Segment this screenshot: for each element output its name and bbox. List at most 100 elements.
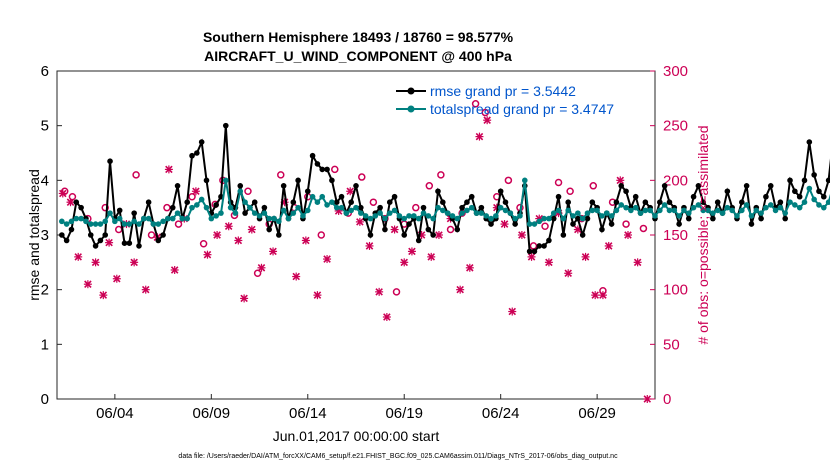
obs-assimilated-point bbox=[257, 263, 266, 272]
totalspread-point bbox=[468, 204, 475, 211]
totalspread-point bbox=[97, 221, 104, 227]
rmse-point bbox=[584, 215, 591, 222]
totalspread-point bbox=[102, 218, 109, 225]
obs-assimilated-point bbox=[382, 313, 391, 321]
rmse-point bbox=[68, 226, 75, 233]
totalspread-point bbox=[300, 213, 306, 219]
rmse-point bbox=[748, 221, 755, 227]
obs-assimilated-point bbox=[141, 285, 150, 294]
totalspread-point bbox=[613, 207, 620, 214]
obs-possible-point bbox=[639, 224, 648, 233]
rmse-point bbox=[420, 204, 427, 211]
totalspread-point bbox=[700, 207, 707, 214]
rmse-point bbox=[531, 248, 538, 255]
x-tick-label: 06/29 bbox=[578, 405, 616, 422]
obs-assimilated-point bbox=[83, 280, 92, 289]
totalspread-point bbox=[112, 218, 118, 225]
obs-assimilated-point bbox=[407, 247, 416, 256]
totalspread-point bbox=[734, 213, 740, 219]
rmse-point bbox=[787, 177, 793, 184]
totalspread-point bbox=[623, 204, 629, 211]
totalspread-point bbox=[227, 204, 234, 211]
rmse-point bbox=[560, 232, 567, 238]
obs-possible-point bbox=[132, 171, 140, 179]
rmse-point bbox=[825, 177, 830, 184]
totalspread-point bbox=[406, 213, 412, 219]
rmse-point bbox=[613, 199, 620, 205]
totalspread-point bbox=[493, 213, 499, 219]
rmse-point bbox=[73, 199, 80, 205]
totalspread-point bbox=[743, 202, 750, 208]
totalspread-point bbox=[820, 204, 827, 211]
y-axis-label-right: # of obs: o=possible; ×=assimilated bbox=[695, 125, 711, 344]
rmse-point bbox=[685, 215, 692, 222]
obs-assimilated-point bbox=[91, 258, 100, 267]
rmse-point bbox=[700, 199, 707, 205]
obs-assimilated-point bbox=[483, 116, 492, 125]
rmse-point bbox=[579, 232, 586, 238]
rmse-point bbox=[348, 199, 354, 205]
totalspread-point bbox=[362, 213, 369, 219]
rmse-point bbox=[570, 221, 576, 227]
y-left-tick-label: 6 bbox=[41, 63, 49, 80]
rmse-point bbox=[811, 172, 817, 178]
rmse-point bbox=[367, 232, 374, 238]
totalspread-point bbox=[449, 213, 456, 219]
obs-assimilated-point bbox=[323, 255, 332, 264]
totalspread-point bbox=[372, 213, 379, 219]
y-left-tick-label: 2 bbox=[41, 282, 49, 299]
totalspread-point bbox=[222, 177, 229, 184]
totalspread-point bbox=[304, 207, 311, 214]
obs-possible-point bbox=[622, 220, 630, 228]
obs-assimilated-point bbox=[475, 132, 484, 141]
totalspread-point bbox=[435, 204, 441, 211]
totalspread-point bbox=[811, 196, 817, 203]
totalspread-point bbox=[777, 204, 784, 211]
obs-assimilated-point bbox=[105, 238, 114, 247]
rmse-point bbox=[280, 183, 287, 189]
obs-assimilated-point bbox=[191, 187, 200, 196]
rmse-point bbox=[222, 122, 229, 129]
obs-assimilated-point bbox=[58, 189, 67, 198]
totalspread-point bbox=[382, 215, 388, 222]
totalspread-point bbox=[767, 202, 774, 208]
totalspread-point bbox=[618, 202, 625, 208]
rmse-point bbox=[358, 204, 364, 211]
rmse-point bbox=[126, 240, 133, 246]
legend-totalspread-label: totalspread grand pr = 3.4747 bbox=[430, 101, 614, 117]
rmse-point bbox=[386, 199, 393, 205]
totalspread-point bbox=[92, 221, 99, 227]
rmse-point bbox=[145, 199, 152, 205]
totalspread-point bbox=[126, 221, 133, 227]
totalspread-point bbox=[353, 204, 359, 211]
rmse-point bbox=[690, 193, 697, 200]
totalspread-point bbox=[681, 207, 687, 214]
totalspread-point bbox=[710, 210, 716, 216]
totalspread-point bbox=[763, 204, 769, 211]
rmse-point bbox=[377, 204, 383, 211]
obs-assimilated-point bbox=[66, 198, 75, 207]
rmse-point bbox=[618, 183, 625, 189]
y-left-axis: 0 1 2 3 4 5 6 bbox=[41, 63, 62, 408]
obs-possible-point bbox=[253, 269, 262, 278]
rmse-point bbox=[78, 204, 84, 211]
totalspread-point bbox=[59, 218, 65, 225]
rmse-point bbox=[329, 177, 335, 184]
totalspread-point bbox=[338, 204, 345, 211]
totalspread-point bbox=[478, 210, 485, 216]
obs-assimilated-point bbox=[203, 250, 212, 259]
rmse-point bbox=[160, 232, 166, 238]
obs-possible-point bbox=[471, 100, 480, 108]
rmse-point bbox=[184, 199, 191, 205]
totalspread-point bbox=[555, 207, 562, 214]
totalspread-point bbox=[541, 215, 547, 222]
obs-assimilated-point bbox=[164, 165, 173, 174]
totalspread-point bbox=[247, 204, 253, 211]
y-right-tick-label: 250 bbox=[663, 118, 688, 135]
rmse-point bbox=[512, 221, 518, 227]
rmse-point bbox=[816, 188, 822, 195]
totalspread-point bbox=[314, 199, 321, 205]
totalspread-point bbox=[386, 210, 393, 216]
x-axis: 06/04 06/09 06/14 06/19 06/24 06/29 bbox=[96, 394, 616, 422]
obs-assimilated-point bbox=[390, 225, 399, 234]
